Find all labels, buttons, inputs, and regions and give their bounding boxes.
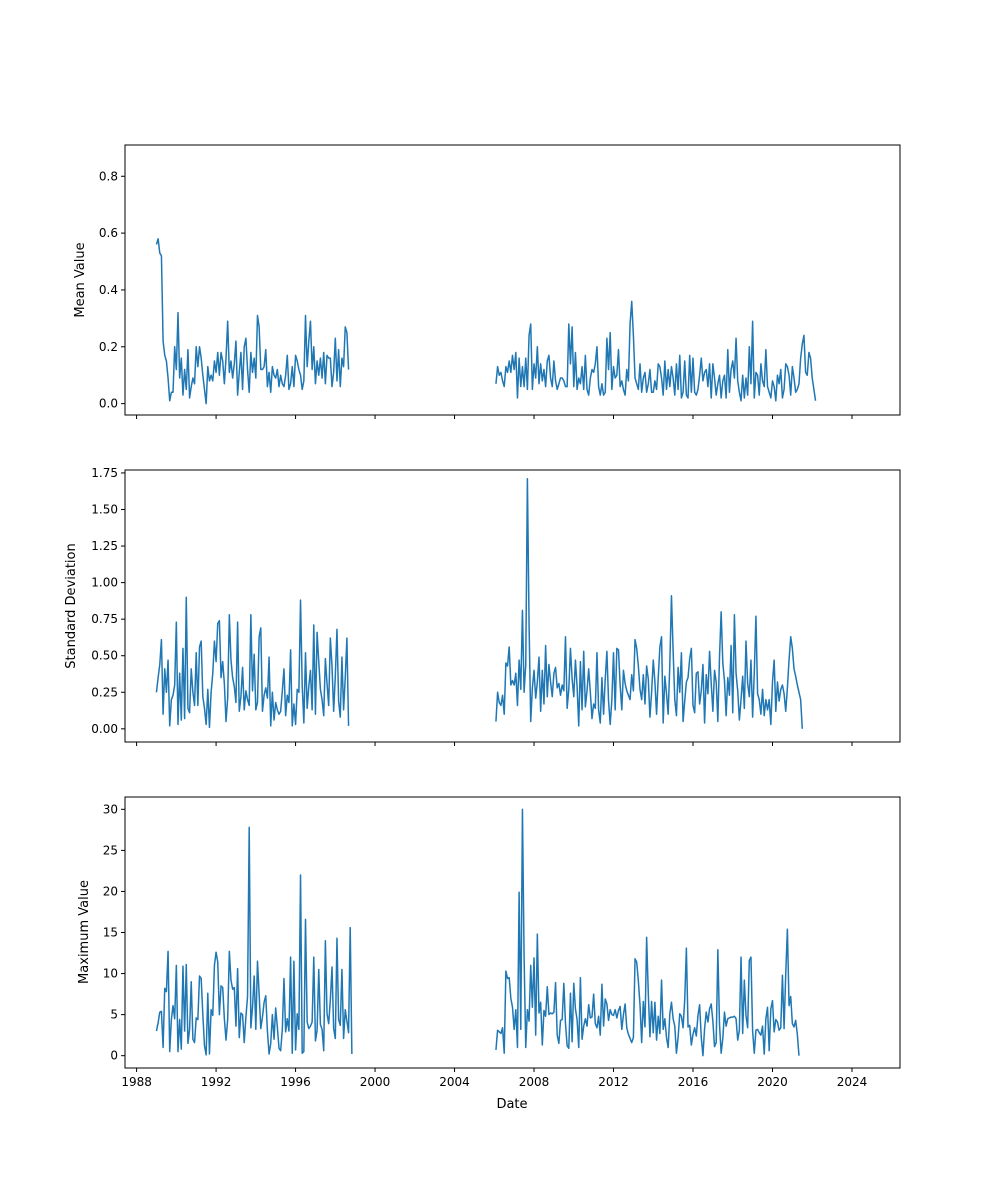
mean-value-y-tick-label: 0.4 (99, 283, 118, 297)
x-tick-label: 2024 (837, 1075, 868, 1089)
mean-value-line-segment-2 (495, 300, 817, 402)
maximum-value-y-tick-label: 20 (103, 884, 118, 898)
standard-deviation-y-tick-label: 1.25 (91, 539, 118, 553)
standard-deviation-y-ticks: 0.00 0.25 0.50 0.75 1.00 1.25 1.50 1.75 (91, 466, 125, 736)
mean-value-y-tick-label: 0.2 (99, 340, 118, 354)
mean-value-y-ticks: 0.0 0.2 0.4 0.6 0.8 (99, 169, 125, 411)
x-tick-label: 2008 (519, 1075, 550, 1089)
maximum-value-y-tick-label: 10 (103, 967, 118, 981)
standard-deviation-y-tick-label: 1.00 (91, 576, 118, 590)
standard-deviation-y-tick-label: 1.50 (91, 502, 118, 516)
x-tick-label: 1988 (121, 1075, 152, 1089)
standard-deviation-y-tick-label: 0.00 (91, 722, 118, 736)
mean-value-x-ticks (136, 415, 853, 419)
mean-value-panel: 0.0 0.2 0.4 0.6 0.8 Mean Value (73, 144, 901, 419)
standard-deviation-y-tick-label: 0.50 (91, 649, 118, 663)
standard-deviation-line-segment-2 (495, 478, 804, 729)
x-tick-label: 1996 (280, 1075, 311, 1089)
standard-deviation-y-axis-label: Standard Deviation (64, 543, 79, 668)
mean-value-line-segment-1 (155, 238, 350, 405)
standard-deviation-panel: 0.00 0.25 0.50 0.75 1.00 1.25 1.50 1.75 Standar… (64, 466, 901, 746)
x-axis-label: Date (496, 1097, 527, 1112)
maximum-value-plot-frame (124, 796, 901, 1069)
standard-deviation-line-segment-1 (155, 596, 350, 729)
x-tick-label: 2012 (598, 1075, 629, 1089)
mean-value-y-tick-label: 0.0 (99, 397, 118, 411)
x-tick-label: 2000 (360, 1075, 391, 1089)
maximum-value-y-axis-label: Maximum Value (77, 880, 92, 984)
mean-value-series (155, 238, 817, 405)
maximum-value-y-tick-label: 5 (110, 1008, 118, 1022)
mean-value-y-tick-label: 0.8 (99, 169, 118, 183)
standard-deviation-x-ticks (136, 742, 853, 746)
maximum-value-line-segment-2 (495, 808, 800, 1057)
mean-value-y-tick-label: 0.6 (99, 226, 118, 240)
x-tick-label: 2016 (678, 1075, 709, 1089)
maximum-value-x-ticks: 1988 1992 1996 2000 2004 2008 2012 2016 2020 2024 (121, 1068, 867, 1089)
maximum-value-y-tick-label: 15 (103, 926, 118, 940)
maximum-value-y-tick-label: 25 (103, 843, 118, 857)
standard-deviation-y-tick-label: 0.25 (91, 685, 118, 699)
mean-value-plot-frame (124, 144, 901, 416)
maximum-value-y-tick-label: 0 (110, 1049, 118, 1063)
x-tick-label: 1992 (201, 1075, 232, 1089)
maximum-value-y-ticks: 0 5 10 15 20 25 30 (103, 802, 125, 1063)
maximum-value-y-tick-label: 30 (103, 802, 118, 816)
mean-value-y-axis-label: Mean Value (73, 242, 88, 317)
standard-deviation-plot-frame (124, 469, 901, 743)
x-tick-label: 2020 (757, 1075, 788, 1089)
standard-deviation-y-tick-label: 0.75 (91, 612, 118, 626)
x-tick-label: 2004 (439, 1075, 470, 1089)
standard-deviation-y-tick-label: 1.75 (91, 466, 118, 480)
maximum-value-line-segment-1 (155, 826, 353, 1056)
maximum-value-series (155, 808, 800, 1057)
maximum-value-panel: 1988 1992 1996 2000 2004 2008 2012 2016 2020 2024… (77, 796, 901, 1089)
standard-deviation-series (155, 478, 804, 729)
